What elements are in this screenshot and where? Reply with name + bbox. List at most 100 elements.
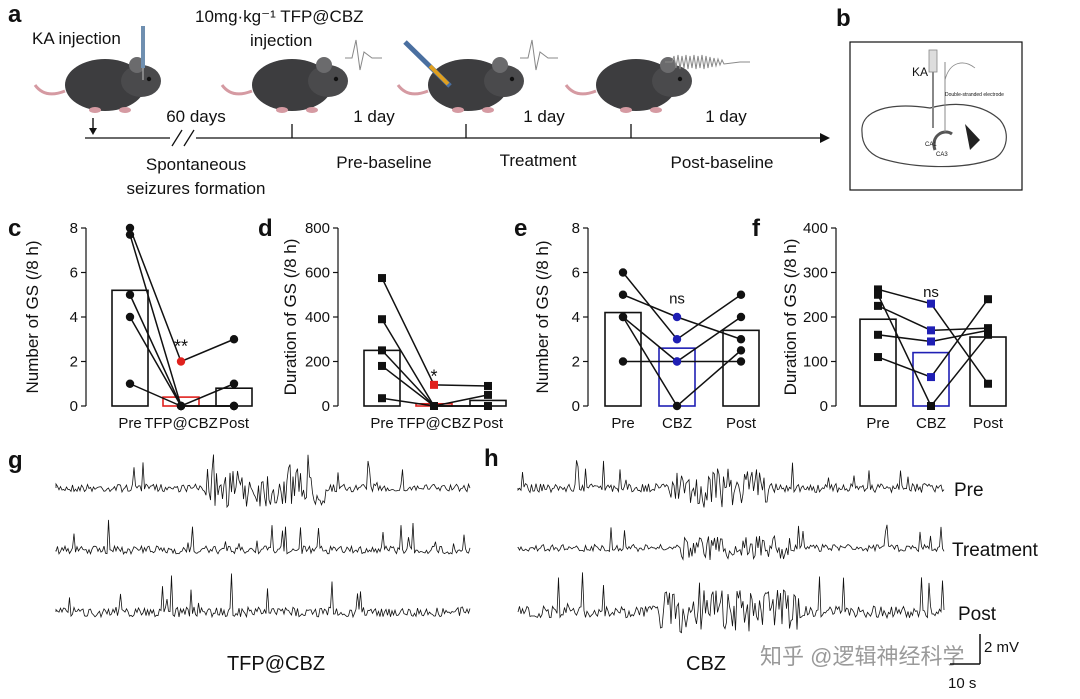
eeg-trace-h-pre [517, 460, 945, 508]
segment-label: Spontaneous [146, 155, 246, 174]
scale-time: 10 s [948, 675, 976, 692]
spike-waveform-icon [345, 39, 382, 71]
x-tick-label: Post [973, 415, 1004, 432]
data-point [874, 301, 882, 310]
data-point [984, 379, 992, 388]
panel-b: b KA Double-stranded electrode CA1 CA3 [836, 5, 1023, 191]
data-point [984, 295, 992, 304]
data-point [484, 381, 492, 390]
x-tick-label: CBZ [662, 415, 692, 432]
y-tick-label: 400 [305, 309, 330, 326]
y-tick-label: 6 [70, 265, 78, 282]
row-label-treatment: Treatment [952, 540, 1039, 561]
mouse-icon [396, 57, 524, 113]
chart-c: 0 2 4 6 8 Number of GS (/8 h) Pre TFP@CBZ Post ** [23, 220, 253, 432]
data-point [176, 401, 186, 411]
electrode-lead [944, 62, 976, 81]
y-tick-label: 300 [803, 265, 828, 282]
data-point [927, 337, 935, 346]
timeline-arrowhead [820, 133, 830, 143]
brain-outline [861, 103, 1007, 168]
scale-voltage: 2 mV [984, 639, 1019, 656]
y-axis-label: Duration of GS (/8 h) [281, 239, 300, 396]
tfp-injection-label: injection [250, 31, 312, 50]
seizure-waveform-icon [665, 54, 750, 70]
eeg-h-label: CBZ [686, 653, 726, 675]
panel-letter-h: h [484, 445, 499, 472]
panel-letter-g: g [8, 447, 23, 474]
x-tick-label: Post [473, 415, 504, 432]
x-tick-label: TFP@CBZ [144, 415, 218, 432]
x-tick-label: CBZ [916, 415, 946, 432]
x-tick-label: Pre [611, 415, 634, 432]
data-point [618, 312, 628, 322]
data-point [378, 394, 386, 403]
panel-a: a KA injection 10mg·kg⁻¹ TFP@CBZ injecti… [8, 1, 830, 198]
y-tick-label: 200 [305, 354, 330, 371]
panel-letter-e: e [514, 215, 527, 242]
data-point [430, 402, 438, 410]
y-tick-label: 0 [322, 398, 330, 415]
spike-waveform-icon [520, 39, 558, 71]
data-point [618, 268, 628, 277]
data-point [927, 373, 935, 382]
ca3-label: CA3 [936, 152, 948, 158]
mouse-icon [33, 57, 161, 113]
y-tick-label: 600 [305, 265, 330, 282]
data-point [672, 335, 682, 344]
data-point [176, 357, 186, 366]
row-label-pre: Pre [954, 480, 984, 501]
data-point [125, 223, 135, 233]
panel-letter-f: f [752, 215, 761, 242]
y-tick-label: 8 [70, 220, 78, 237]
data-point [736, 357, 746, 366]
data-point [125, 290, 135, 299]
segment-duration: 60 days [166, 107, 226, 126]
axis-break-mark [183, 129, 195, 147]
data-point [874, 353, 882, 362]
data-point [618, 357, 628, 366]
y-tick-label: 2 [572, 354, 580, 371]
panel-letter-b: b [836, 5, 851, 32]
bar [969, 336, 1007, 407]
data-point [874, 285, 882, 294]
significance-label: ns [669, 291, 685, 308]
y-tick-label: 0 [820, 398, 828, 415]
significance-label: * [430, 367, 437, 387]
electrode-label: Double-stranded electrode [945, 92, 1004, 98]
y-tick-label: 0 [70, 398, 78, 415]
y-axis-label: Number of GS (/8 h) [23, 240, 42, 393]
tfp-dose-label: 10mg·kg⁻¹ TFP@CBZ [195, 7, 364, 26]
data-point [874, 330, 882, 339]
ka-injection-label: KA injection [32, 29, 121, 48]
data-point [229, 401, 239, 411]
x-tick-label: TFP@CBZ [397, 415, 471, 432]
bar [658, 347, 696, 407]
x-tick-label: Post [726, 415, 757, 432]
x-tick-label: Pre [370, 415, 393, 432]
data-point [378, 346, 386, 355]
ca1-label: CA1 [925, 142, 937, 148]
data-point [125, 379, 135, 388]
y-tick-label: 200 [803, 309, 828, 326]
segment-duration: 1 day [705, 107, 747, 126]
data-point [484, 402, 492, 410]
data-point [229, 335, 239, 344]
data-point [984, 330, 992, 339]
significance-label: ns [923, 284, 939, 301]
x-tick-label: Pre [118, 415, 141, 432]
panel-letter-a: a [8, 1, 22, 28]
data-point [229, 379, 239, 388]
data-point [927, 326, 935, 335]
y-axis-label: Duration of GS (/8 h) [781, 239, 800, 396]
y-tick-label: 4 [572, 309, 580, 326]
y-tick-label: 400 [803, 220, 828, 237]
data-point [378, 315, 386, 324]
segment-label: Post-baseline [670, 153, 773, 172]
brain-box [849, 41, 1023, 191]
y-axis-label: Number of GS (/8 h) [533, 240, 552, 393]
data-point [874, 290, 882, 299]
y-tick-label: 800 [305, 220, 330, 237]
